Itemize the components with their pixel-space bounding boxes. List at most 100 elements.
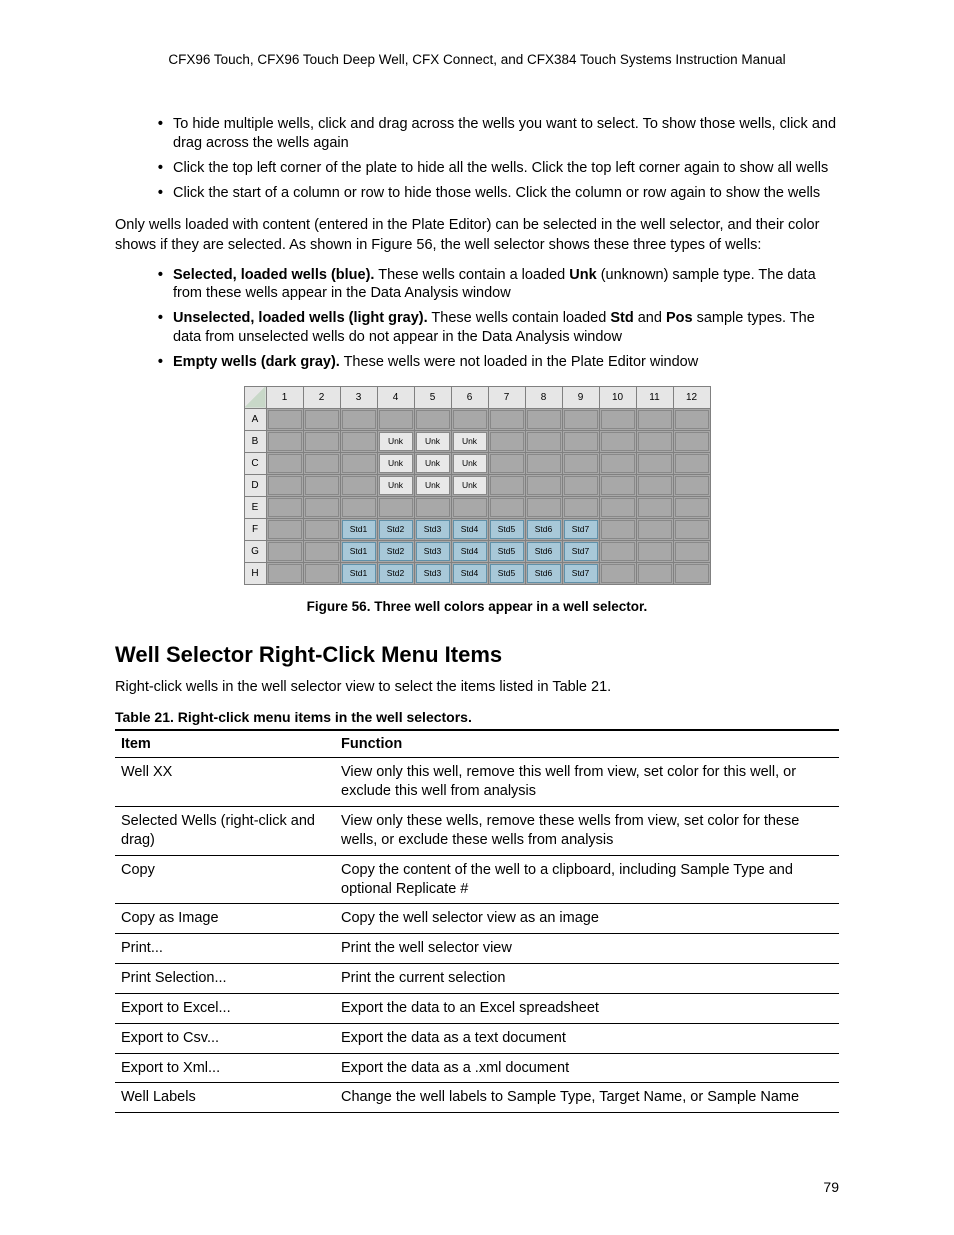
well-cell [266,496,303,518]
col-header-function: Function [335,730,839,758]
well-cell: Unk [451,430,488,452]
table-row: Print Selection...Print the current sele… [115,964,839,994]
well-cell [673,540,710,562]
bullet-item: Click the start of a column or row to hi… [171,184,839,203]
item-cell: Export to Excel... [115,993,335,1023]
well-cell: Std4 [451,540,488,562]
well-cell: Std6 [525,518,562,540]
text: and [634,310,666,326]
well-cell [673,430,710,452]
well-cell: Std7 [562,518,599,540]
col-header: 8 [525,386,562,408]
well-cell [488,408,525,430]
well-cell [414,496,451,518]
well-cell: Unk [414,452,451,474]
well-cell [340,408,377,430]
well-cell [673,496,710,518]
function-cell: View only these wells, remove these well… [335,806,839,855]
well-cell [266,474,303,496]
bullet-item: To hide multiple wells, click and drag a… [171,115,839,153]
well-cell [562,452,599,474]
table-row: CopyCopy the content of the well to a cl… [115,855,839,904]
type-bullets: Selected, loaded wells (blue). These wel… [115,266,839,372]
running-head: CFX96 Touch, CFX96 Touch Deep Well, CFX … [115,52,839,67]
bullet-item: Selected, loaded wells (blue). These wel… [171,266,839,304]
well-cell [266,562,303,584]
row-header: E [244,496,266,518]
function-cell: Copy the content of the well to a clipbo… [335,855,839,904]
item-cell: Copy as Image [115,904,335,934]
row-header: B [244,430,266,452]
well-cell [599,452,636,474]
well-cell [340,452,377,474]
well-cell [599,474,636,496]
well-cell [266,430,303,452]
item-cell: Selected Wells (right-click and drag) [115,806,335,855]
well-cell [562,430,599,452]
well-cell [636,430,673,452]
well-selector-figure: 123456789101112ABUnkUnkUnkCUnkUnkUnkDUnk… [115,386,839,585]
well-cell [636,474,673,496]
well-cell [562,496,599,518]
table-row: Export to Csv...Export the data as a tex… [115,1023,839,1053]
row-header: G [244,540,266,562]
well-cell [525,408,562,430]
well-cell: Unk [414,474,451,496]
bullet-item: Click the top left corner of the plate t… [171,159,839,178]
function-cell: Print the current selection [335,964,839,994]
col-header-item: Item [115,730,335,758]
function-cell: Copy the well selector view as an image [335,904,839,934]
well-cell [451,496,488,518]
item-cell: Well Labels [115,1083,335,1113]
well-cell [266,408,303,430]
well-cell [488,430,525,452]
well-cell [340,496,377,518]
text: These wells contain a loaded [374,267,569,283]
well-cell: Std3 [414,540,451,562]
well-cell: Std5 [488,562,525,584]
bold-label: Selected, loaded wells (blue). [173,267,374,283]
well-cell: Std5 [488,518,525,540]
well-cell: Std3 [414,562,451,584]
well-cell [340,430,377,452]
well-cell [599,518,636,540]
well-cell [636,562,673,584]
well-grid: 123456789101112ABUnkUnkUnkCUnkUnkUnkDUnk… [244,386,711,585]
well-cell [303,518,340,540]
col-header: 1 [266,386,303,408]
bullet-item: Empty wells (dark gray). These wells wer… [171,353,839,372]
paragraph: Right-click wells in the well selector v… [115,678,839,698]
well-cell: Std7 [562,562,599,584]
well-cell [303,562,340,584]
well-cell [377,408,414,430]
item-cell: Export to Csv... [115,1023,335,1053]
row-header: H [244,562,266,584]
well-cell [673,408,710,430]
well-cell: Std2 [377,540,414,562]
col-header: 9 [562,386,599,408]
col-header: 11 [636,386,673,408]
table-row: Selected Wells (right-click and drag)Vie… [115,806,839,855]
well-cell [673,518,710,540]
function-cell: Export the data as a text document [335,1023,839,1053]
row-header: C [244,452,266,474]
well-cell: Unk [377,452,414,474]
function-cell: View only this well, remove this well fr… [335,758,839,807]
well-cell [525,430,562,452]
function-cell: Export the data as a .xml document [335,1053,839,1083]
well-cell [599,562,636,584]
bullet-item: Unselected, loaded wells (light gray). T… [171,309,839,347]
well-cell [266,518,303,540]
table-row: Copy as ImageCopy the well selector view… [115,904,839,934]
item-cell: Export to Xml... [115,1053,335,1083]
well-cell: Unk [451,474,488,496]
well-cell [303,474,340,496]
well-cell: Std5 [488,540,525,562]
table-row: Export to Excel...Export the data to an … [115,993,839,1023]
bold-label: Unselected, loaded wells (light gray). [173,310,428,326]
well-cell [340,474,377,496]
well-cell: Std3 [414,518,451,540]
function-cell: Print the well selector view [335,934,839,964]
item-cell: Well XX [115,758,335,807]
well-cell [303,496,340,518]
